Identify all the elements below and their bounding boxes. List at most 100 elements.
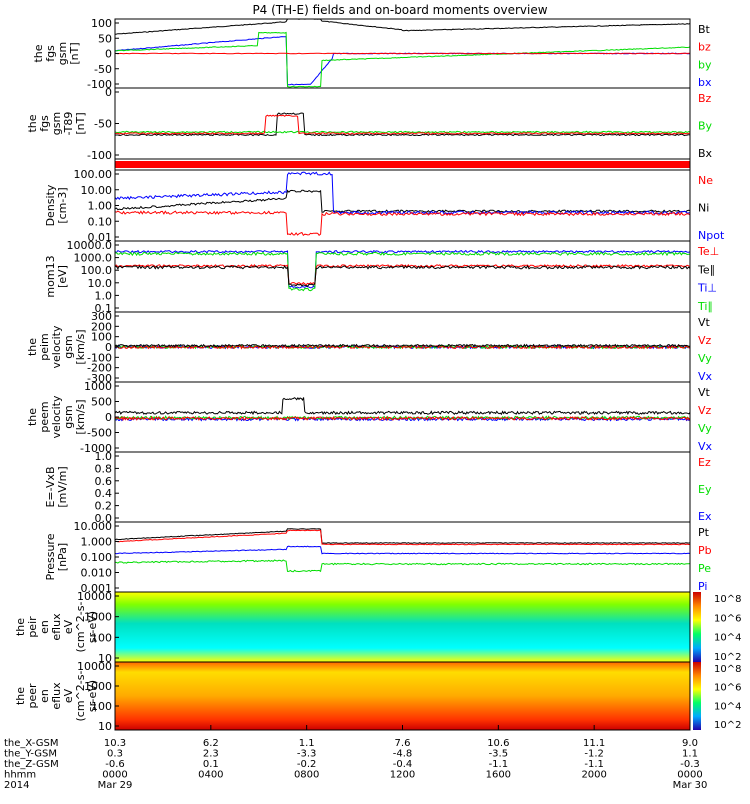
time-axis-value: 2.3 [203, 749, 219, 760]
legend-item: Ni [698, 202, 709, 215]
time-axis-row-label: the_Y-GSM [4, 749, 57, 760]
time-axis-value: 11.1 [583, 738, 605, 749]
time-axis-value: -4.8 [393, 749, 413, 760]
time-axis-value: -3.3 [297, 749, 317, 760]
y-tick-label: -500 [87, 427, 112, 440]
time-axis-value: 6.2 [203, 738, 219, 749]
y-tick-label: 300 [91, 310, 112, 323]
colorbar-tick-label: 10^6 [714, 613, 741, 624]
y-axis-label: [km/s] [74, 399, 87, 434]
y-axis-label: E=-VxB [44, 466, 57, 507]
y-tick-label: 0.001 [81, 582, 113, 595]
legend-item: Vy [698, 352, 712, 365]
legend-item: Pi [698, 580, 707, 593]
y-tick-label: 10 [98, 720, 112, 733]
time-axis-value: -3.5 [489, 749, 509, 760]
legend-item: Vy [698, 422, 712, 435]
colorbar-tick-label: 10^6 [714, 683, 741, 694]
vt-line [114, 343, 691, 348]
y-tick-label: -100 [87, 78, 112, 91]
time-axis-value: 0.3 [107, 749, 123, 760]
legend-item: Bx [698, 147, 713, 160]
bz-line [114, 114, 691, 135]
y-axis-label: -T89 [62, 112, 75, 136]
time-axis-value: -0.3 [680, 759, 700, 770]
panel-frame [114, 451, 691, 523]
legend-item: By [698, 120, 713, 133]
y-tick-label: -100 [87, 351, 112, 364]
y-tick-label: 10.000 [74, 520, 113, 533]
time-axis-value: 1200 [390, 770, 415, 781]
bt-line [114, 18, 691, 35]
y-axis-label: (cm^2-s- [74, 671, 87, 722]
pi-line [114, 545, 691, 555]
panel-1: 0 -50 -100 the fgs gsm -T89 [nT] Bz By Bx [26, 86, 713, 162]
legend-item: bz [698, 41, 711, 54]
legend-item: Pt [698, 526, 710, 539]
y-tick-label: 100 [91, 17, 112, 30]
legend-item: Bt [698, 23, 711, 36]
y-axis-label: peem [38, 401, 51, 432]
colorbar-tick-label: 10^2 [714, 720, 741, 731]
y-axis-label: [nT] [74, 112, 87, 134]
y-axis-label: mom13 [44, 255, 57, 297]
y-tick-label: 1000 [84, 680, 112, 693]
y-tick-label: 10.00 [81, 184, 113, 197]
time-axis-value: Mar 30 [673, 780, 708, 791]
panel-frame [114, 169, 691, 242]
te-par-line [114, 264, 691, 287]
panel-6: 1000 500 0 -500 -1000 the peem velocity gsm [km/s… [26, 380, 713, 455]
colorbar-tick-label: 10^4 [714, 633, 741, 644]
time-axis-value: 0.1 [203, 759, 219, 770]
y-axis-label: fgs [44, 45, 57, 62]
time-axis-value: -1.2 [584, 749, 604, 760]
y-tick-label: -100 [87, 149, 112, 162]
legend-item: Vt [698, 386, 711, 399]
time-axis-row-label: the_Z-GSM [4, 759, 59, 770]
y-axis-label: peir [26, 616, 39, 638]
time-axis-value: 1.1 [682, 749, 698, 760]
vt-line [114, 397, 691, 416]
time-axis-value: 9.0 [682, 738, 698, 749]
panel-9: 10000 1000 100 10 the peir en eflux eV (cm^2-s-sr… [14, 590, 741, 665]
panel-0: 100 50 0 -50 -100 the fgs gsm [nT] Bt bz by bx [32, 17, 712, 91]
time-axis-value: Mar 29 [98, 780, 133, 791]
y-axis-label: sr-eV) [86, 611, 99, 643]
pt-line [114, 528, 691, 544]
by-line [114, 31, 691, 88]
y-tick-label: 0.4 [95, 487, 113, 500]
y-tick-label: 1000 [84, 380, 112, 393]
y-tick-label: 1.0 [95, 289, 113, 302]
y-axis-label: eV [62, 688, 75, 703]
y-tick-label: 0 [105, 411, 112, 424]
y-tick-label: 10000 [77, 590, 112, 603]
y-axis-label: the [32, 44, 45, 62]
colorbar-tick-label: 10^8 [714, 664, 741, 675]
y-axis-label: gsm [62, 405, 75, 428]
legend-item: Npot [698, 229, 725, 242]
y-tick-label: -300 [87, 372, 112, 385]
colorbar-tick-label: 10^8 [714, 594, 741, 605]
time-axis-row-label: hhmm [4, 770, 36, 781]
y-tick-label: 0.1 [95, 302, 113, 315]
time-axis-value: -0.2 [297, 759, 317, 770]
legend-item: Bz [698, 92, 712, 105]
y-tick-label: 10000 [77, 660, 112, 673]
bx-line [114, 112, 691, 137]
time-axis-value: 7.6 [395, 738, 411, 749]
y-tick-label: 0 [105, 341, 112, 354]
panel-10: 10000 1000 100 10 the peer en eflux eV (cm^2-s-sr… [14, 660, 741, 733]
time-axis-row-label: 2014 [4, 780, 29, 791]
y-axis-label: [mV/m] [56, 466, 69, 507]
time-axis-value: 10.6 [487, 738, 509, 749]
y-axis-label: en [38, 620, 51, 634]
y-tick-label: 0.010 [81, 567, 113, 580]
colorbar [693, 592, 701, 662]
legend-item: Ey [698, 483, 712, 496]
y-tick-label: -200 [87, 362, 112, 375]
y-axis-label: eflux [50, 613, 63, 641]
y-tick-label: 0.01 [88, 231, 113, 244]
